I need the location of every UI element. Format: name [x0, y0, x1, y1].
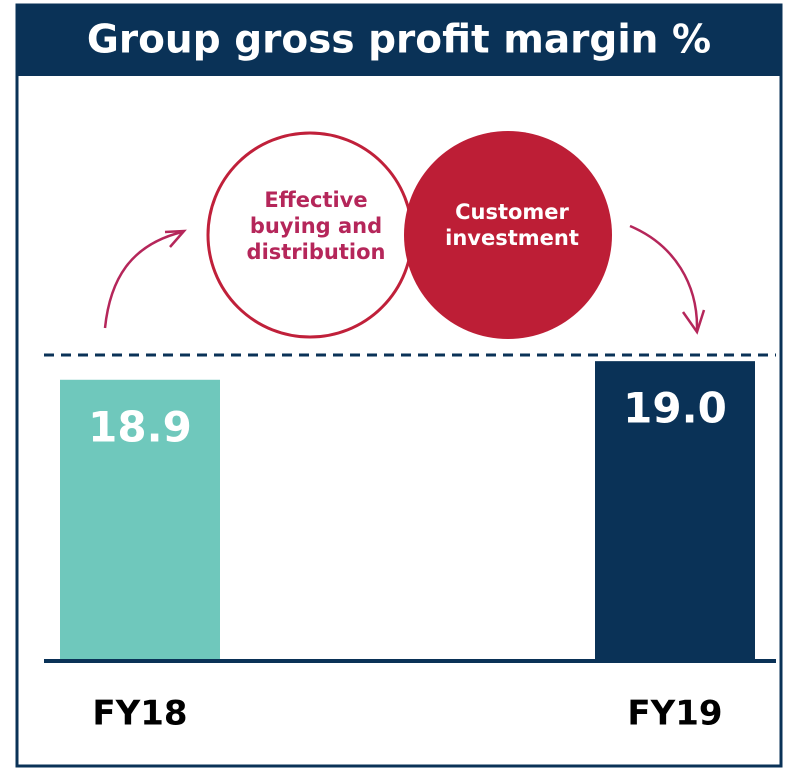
- x-tick-label: FY19: [627, 694, 722, 734]
- arrow-head: [681, 309, 706, 335]
- bar: [60, 379, 220, 659]
- chart-title: Group gross profit margin %: [87, 18, 711, 63]
- arrow: [629, 224, 699, 331]
- annotation-text: Effective: [264, 188, 367, 212]
- annotation-text: distribution: [247, 240, 386, 264]
- data-label: 19.0: [623, 384, 727, 433]
- annotation-text: buying and: [250, 214, 382, 238]
- arrow-head: [164, 229, 187, 248]
- data-label: 18.9: [88, 402, 192, 451]
- bar: [595, 361, 755, 659]
- x-tick-label: FY18: [92, 694, 187, 734]
- title-banner: [16, 4, 782, 76]
- annotation-circle: [404, 131, 612, 339]
- annotation-text: investment: [445, 226, 579, 250]
- annotation-text: Customer: [455, 200, 569, 224]
- arrow: [103, 230, 183, 329]
